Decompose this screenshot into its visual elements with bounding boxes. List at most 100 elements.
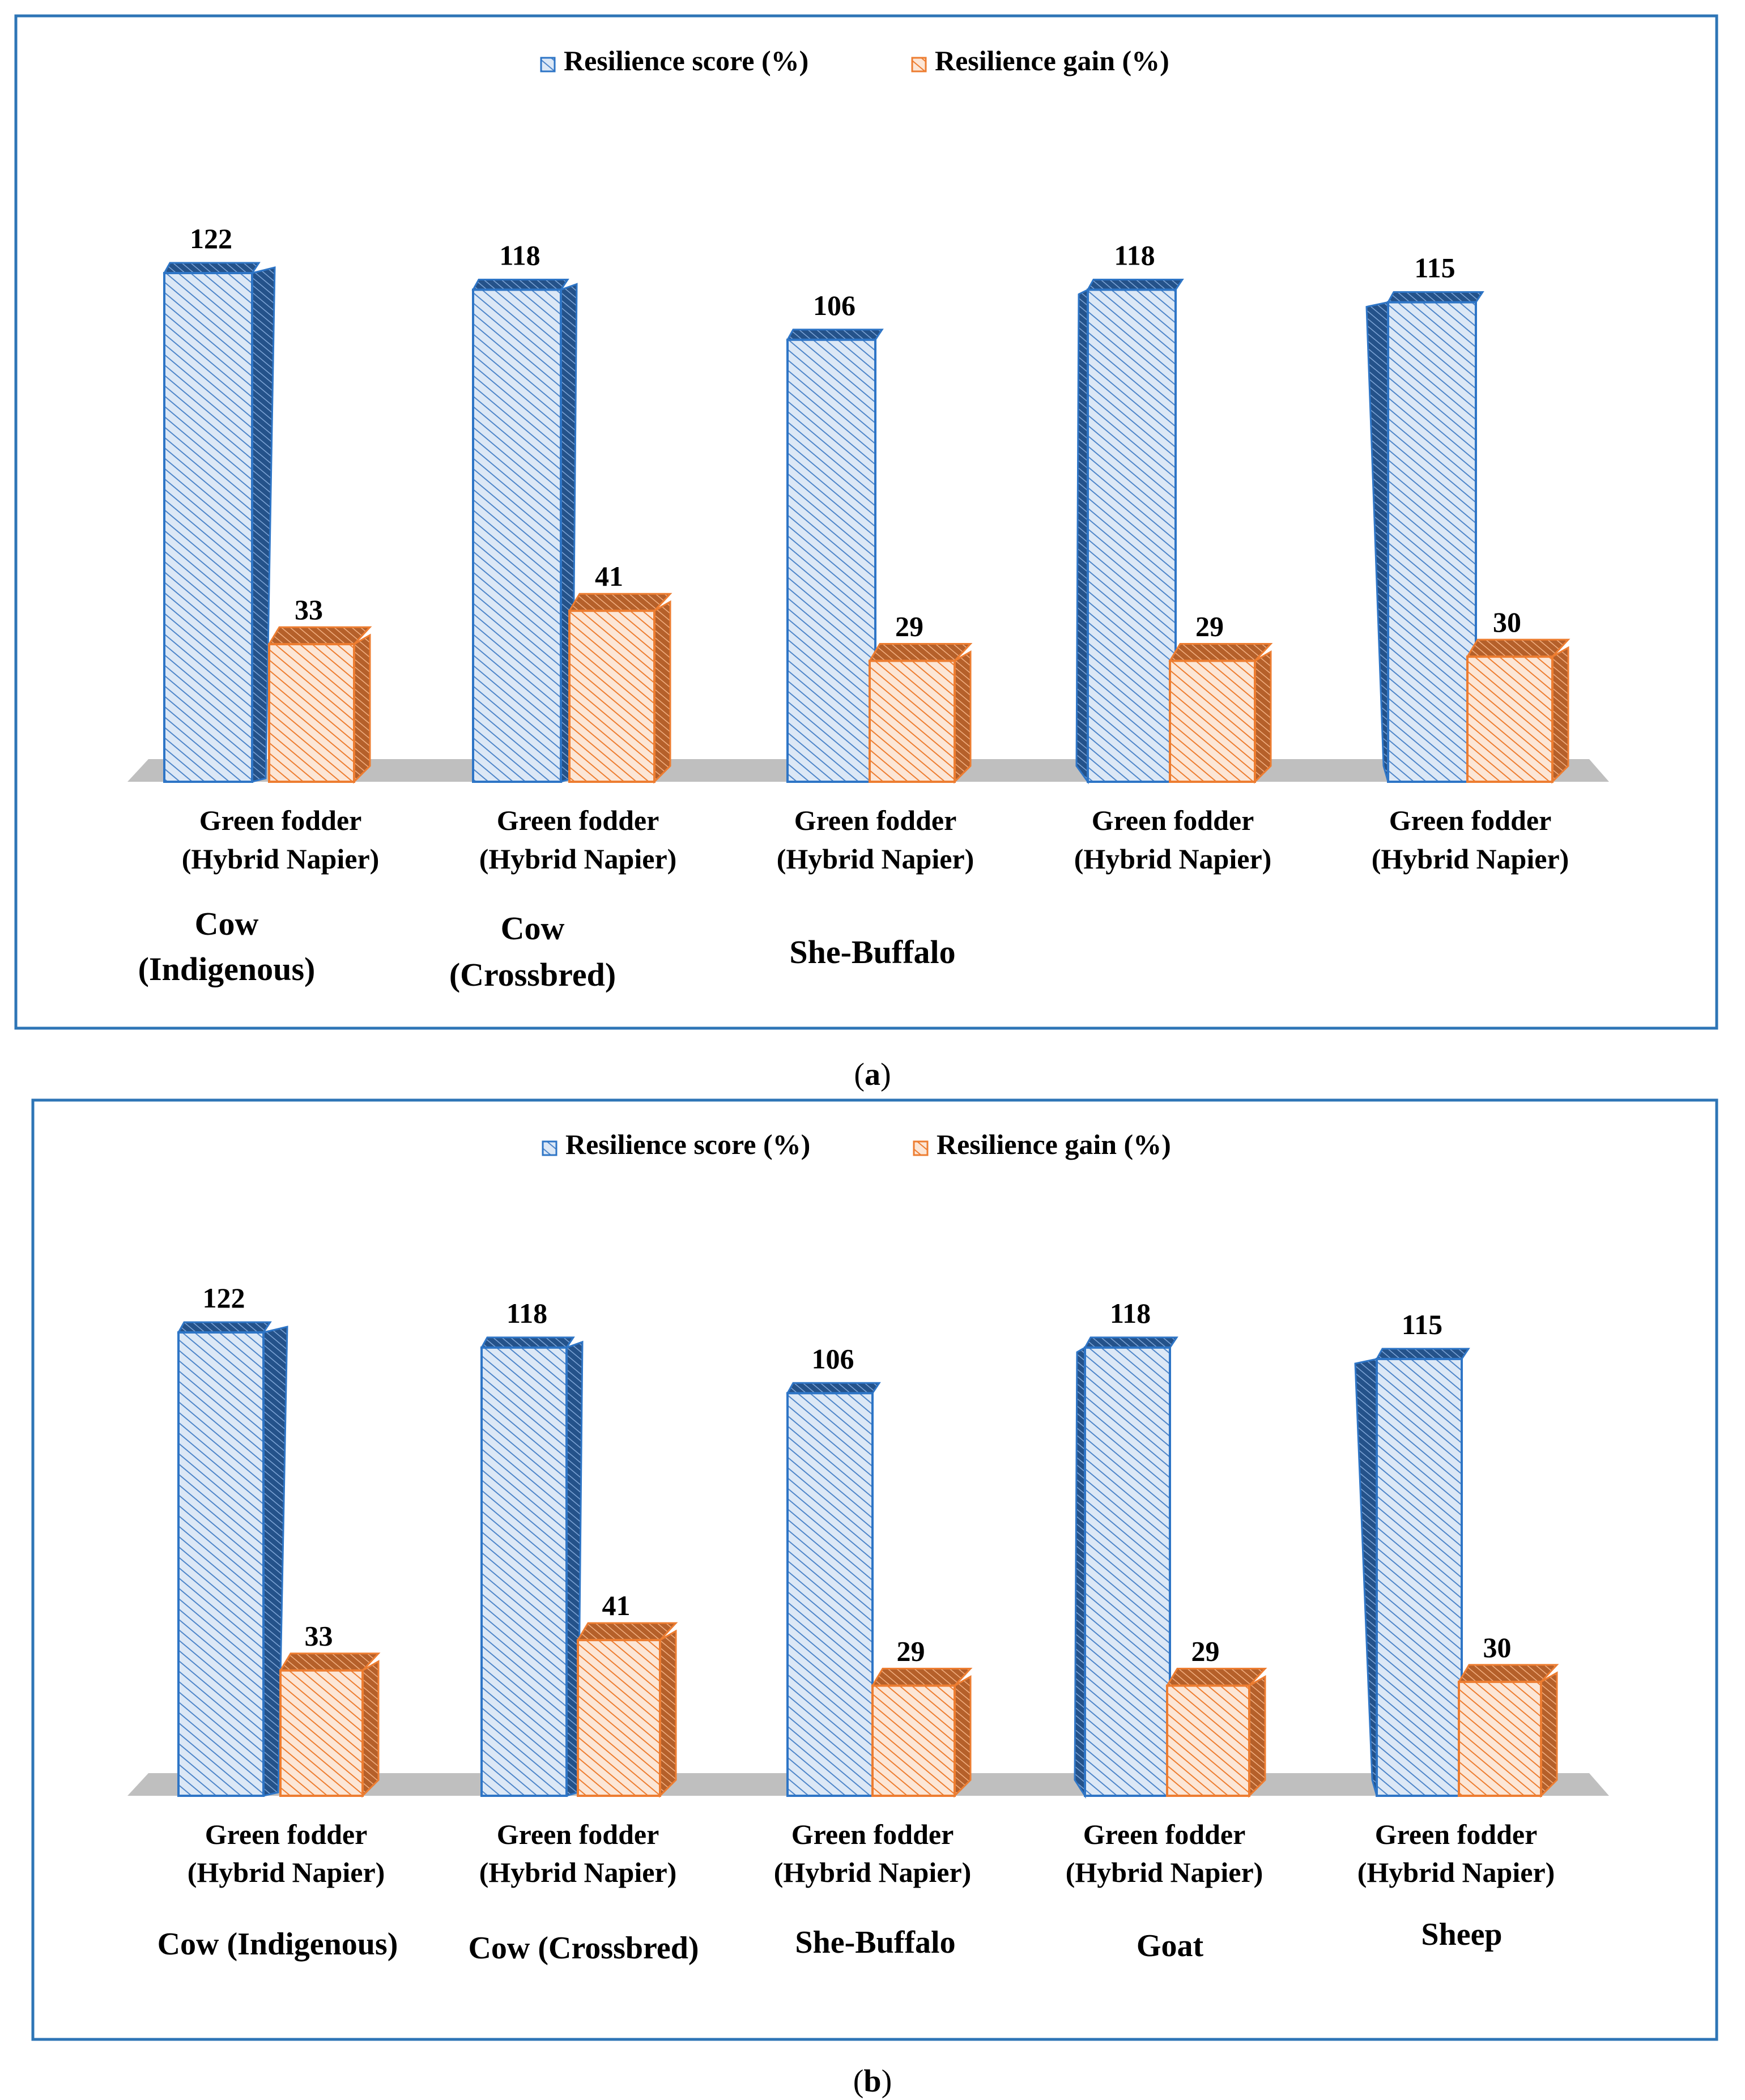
bar-side-face [954, 650, 972, 784]
panel-a: Resilience score (%) Resilience gain (%) 1… [14, 14, 1718, 1092]
bar-side-face [1540, 1671, 1558, 1798]
bar-top-face [871, 1668, 973, 1687]
category-label-line1: Green fodder [1375, 1818, 1538, 1850]
data-label-resilience-score: 118 [507, 1297, 547, 1329]
bar-resilience-score [480, 1336, 584, 1797]
bar-front-face [1387, 301, 1477, 783]
data-label-resilience-gain: 29 [1195, 611, 1224, 642]
data-label-resilience-gain: 29 [895, 611, 923, 642]
legend-swatch-resilience-score [540, 57, 556, 73]
group-label: She-Buffalo [789, 934, 955, 970]
bar-resilience-score [1365, 291, 1484, 783]
caption-panel-letter: a [865, 1057, 880, 1092]
category-label-line1: Green fodder [1389, 804, 1552, 836]
caption-close-paren: ) [880, 1057, 891, 1092]
bar-front-face [871, 1684, 956, 1797]
bar-resilience-score [163, 262, 276, 783]
bar-top-face [1466, 638, 1570, 658]
data-label-resilience-score: 118 [499, 239, 540, 271]
group-label: Cow [195, 905, 259, 942]
bar-top-face [1168, 643, 1273, 662]
category-label-line2: (Hybrid Napier) [1372, 843, 1569, 875]
category-label-line1: Green fodder [497, 804, 659, 836]
bar-resilience-score [1074, 1336, 1178, 1799]
bar-front-face [577, 1639, 661, 1797]
bar-resilience-score [177, 1321, 288, 1797]
data-label-resilience-score: 115 [1414, 252, 1455, 284]
category-label-line1: Green fodder [794, 804, 957, 836]
legend-swatch-resilience-gain [911, 57, 927, 73]
bar-front-face [1458, 1680, 1542, 1797]
group-label: Sheep [1421, 1917, 1502, 1952]
data-label-resilience-score: 118 [1110, 1297, 1151, 1329]
bar-side-face [1248, 1675, 1266, 1798]
bar-side-face [659, 1629, 677, 1798]
bar-front-face [1166, 1684, 1250, 1797]
bar-resilience-gain [1457, 1664, 1559, 1798]
bar-top-face [279, 1652, 381, 1672]
panel-caption: (a) [854, 1057, 891, 1092]
group-label: (Indigenous) [138, 951, 316, 987]
data-label-resilience-gain: 41 [595, 560, 623, 592]
category-label-line1: Green fodder [205, 1818, 368, 1850]
bar-resilience-gain [576, 1622, 678, 1798]
bar-top-face [1165, 1668, 1267, 1687]
bar-side-face [1254, 650, 1272, 784]
bar-top-face [471, 278, 569, 291]
caption-open-paren: ( [853, 2064, 864, 2099]
data-label-resilience-gain: 33 [305, 1620, 333, 1652]
bar-top-face [1386, 291, 1484, 304]
data-label-resilience-gain: 41 [602, 1590, 631, 1621]
data-label-resilience-gain: 30 [1483, 1632, 1512, 1663]
legend-label-resilience-score: Resilience score (%) [565, 1128, 810, 1160]
caption-panel-letter: b [863, 2064, 881, 2099]
bar-top-face [1086, 278, 1184, 291]
bar-top-face [177, 1321, 272, 1334]
legend-label-resilience-score: Resilience score (%) [564, 45, 808, 76]
category-label-line1: Green fodder [199, 804, 362, 836]
bar-front-face [1466, 655, 1554, 783]
group-label: (Crossbred) [449, 956, 616, 993]
category-label-line1: Green fodder [497, 1818, 659, 1850]
bar-side-face [1551, 646, 1569, 784]
bar-front-face [1084, 1346, 1171, 1797]
bar-resilience-gain [1165, 1668, 1267, 1798]
bar-top-face [267, 626, 372, 645]
panel-b: Resilience score (%) Resilience gain (%) 1… [31, 1098, 1718, 2099]
bar-side-face [954, 1675, 972, 1798]
bar-resilience-gain [1168, 643, 1273, 784]
legend-swatch-resilience-score [542, 1140, 557, 1156]
data-label-resilience-gain: 33 [295, 594, 323, 625]
group-label: Cow (Crossbred) [468, 1931, 699, 1966]
bar-front-face [568, 610, 656, 783]
group-label: Cow [501, 910, 565, 947]
bar-top-face [1083, 1336, 1178, 1349]
bar-resilience-gain [1466, 638, 1570, 784]
bar-front-face [1169, 659, 1256, 783]
panel-frame [14, 14, 1718, 1030]
bar-top-face [568, 593, 673, 612]
bar-resilience-score [786, 1382, 881, 1797]
bar-front-face [786, 1392, 874, 1797]
bar-side-face [1354, 1358, 1378, 1796]
bar-resilience-gain [871, 1668, 973, 1798]
bar-front-face [786, 338, 876, 783]
bar-resilience-gain [868, 643, 973, 784]
category-label-line2: (Hybrid Napier) [777, 843, 974, 875]
bar-top-face [480, 1336, 575, 1349]
bar-resilience-gain [279, 1652, 381, 1798]
category-label-line2: (Hybrid Napier) [479, 1856, 677, 1888]
category-label-line1: Green fodder [1083, 1818, 1246, 1850]
bar-front-face [1376, 1357, 1463, 1797]
data-label-resilience-score: 106 [812, 1343, 854, 1374]
bar-side-face [653, 600, 671, 784]
group-label: Goat [1137, 1928, 1204, 1963]
bar-resilience-gain [267, 626, 372, 784]
bar-top-face [1375, 1348, 1470, 1360]
bar-top-face [786, 1382, 881, 1394]
group-label: She-Buffalo [795, 1925, 955, 1960]
bar-front-face [869, 659, 956, 783]
category-label-line2: (Hybrid Napier) [1066, 1856, 1263, 1888]
bar-resilience-score [1354, 1348, 1470, 1797]
